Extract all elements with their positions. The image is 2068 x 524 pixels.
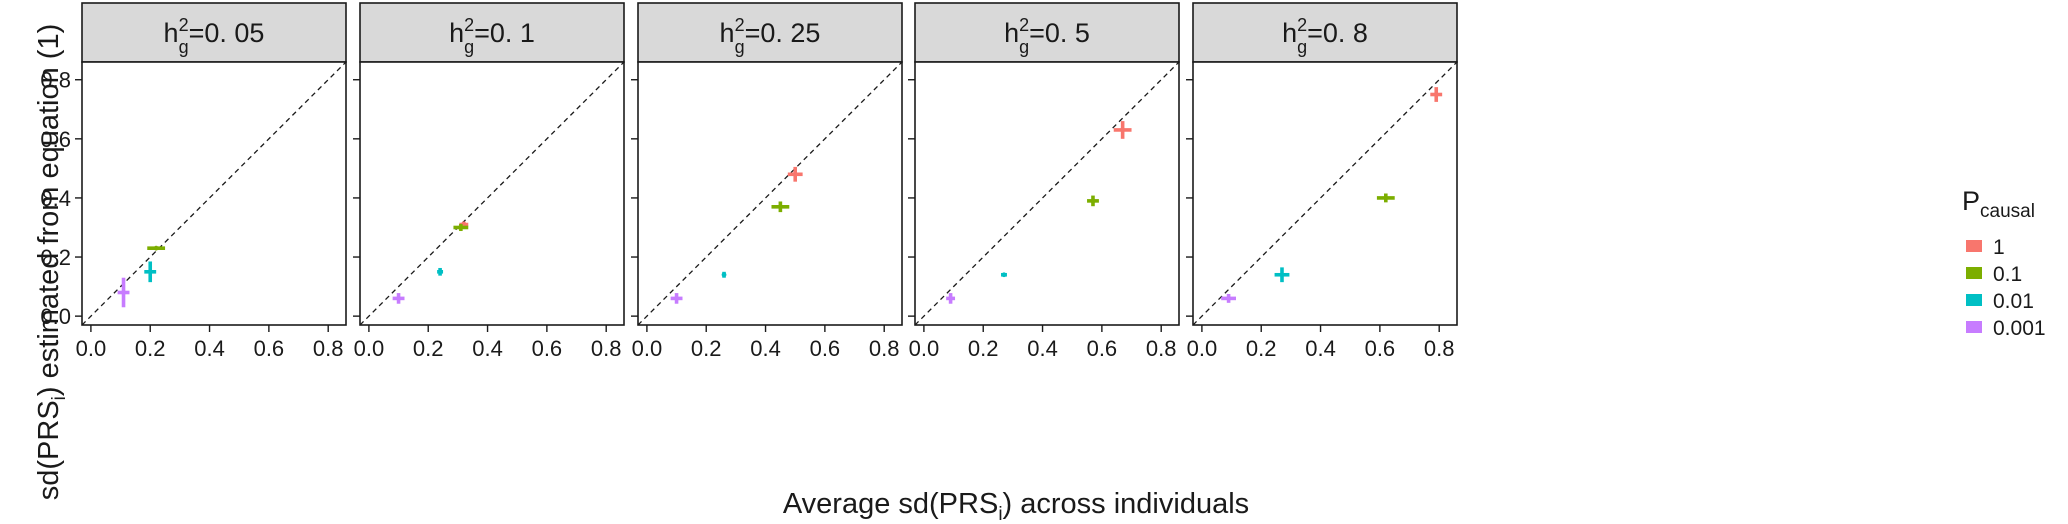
identity-line <box>1193 62 1457 325</box>
data-point <box>946 293 956 304</box>
legend: Pcausal 1 0.1 0.01 0.001 <box>1962 186 2046 340</box>
data-point <box>1274 267 1290 283</box>
data-point <box>670 293 683 304</box>
facet-label: h2 g=0. 1 <box>449 15 535 57</box>
data-point <box>117 277 130 308</box>
legend-title: Pcausal <box>1962 186 2035 222</box>
x-tick-label: 0.8 <box>869 336 900 361</box>
data-point <box>1087 195 1099 207</box>
x-tick-label: 0.6 <box>810 336 841 361</box>
facet-label: h2 g=0. 25 <box>720 15 821 57</box>
facet-panel: h2 g=0. 8 0.0 0.2 0.4 0.6 0.8 <box>1186 2 1458 361</box>
data-point <box>147 245 166 251</box>
x-tick-label: 0.4 <box>1027 336 1058 361</box>
point-marker <box>1001 272 1007 278</box>
point-marker <box>153 245 159 251</box>
data-point <box>1001 272 1007 278</box>
point-marker <box>458 225 464 230</box>
y-tick-label: 0.6 <box>40 127 71 152</box>
facet-panels: h2 g=0. 050.0 0.2 0.4 0.6 0.80.00.20.40.60.8h… <box>40 2 1458 361</box>
point-marker <box>948 296 953 301</box>
point-marker <box>1383 195 1389 201</box>
point-marker <box>792 171 798 177</box>
x-tick-label: 0.2 <box>691 336 722 361</box>
data-point <box>1430 87 1443 102</box>
point-marker <box>1120 127 1126 133</box>
data-point <box>453 223 469 232</box>
legend-swatch <box>1966 267 1982 279</box>
legend-label: 0.1 <box>1993 263 2022 286</box>
legend-swatch <box>1966 294 1982 306</box>
x-tick-label: 0.4 <box>194 336 225 361</box>
facet-panel: h2 g=0. 25 0.0 0.2 0.4 0.6 0.8 <box>631 2 903 361</box>
x-tick-label: 0.2 <box>135 336 166 361</box>
point-marker <box>121 290 126 295</box>
legend-label: 0.01 <box>1993 290 2034 313</box>
point-marker <box>437 269 443 275</box>
point-marker <box>147 269 153 275</box>
x-tick-label: 0.0 <box>909 336 940 361</box>
identity-line <box>638 62 902 325</box>
facet-label: h2 g=0. 8 <box>1282 15 1368 57</box>
x-tick-label: 0.8 <box>1424 336 1455 361</box>
identity-line <box>360 62 624 325</box>
x-axis-title: Average sd(PRSi) across individuals <box>783 488 1249 524</box>
point-marker <box>1226 296 1231 301</box>
data-point <box>437 267 444 276</box>
facet-strip <box>1192 2 1458 63</box>
x-tick-label: 0.0 <box>354 336 385 361</box>
facet-panel: h2 g=0. 1 0.0 0.2 0.4 0.6 0.8 <box>353 2 625 361</box>
x-tick-label: 0.4 <box>750 336 781 361</box>
data-point <box>771 201 790 213</box>
data-point <box>144 261 157 283</box>
point-marker <box>396 296 401 301</box>
data-point <box>1221 293 1237 303</box>
x-tick-label: 0.4 <box>1305 336 1336 361</box>
x-tick-label: 0.0 <box>1187 336 1218 361</box>
legend-swatch <box>1966 240 1982 252</box>
data-point <box>1376 193 1395 203</box>
legend-entries: 1 0.1 0.01 0.001 <box>1966 236 2046 340</box>
facet-panel: h2 g=0. 05 0.0 0.2 0.4 0.6 0.8 0.0 0.2 0.4 0.6 0.8 <box>40 2 347 361</box>
legend-label: 0.001 <box>1993 317 2046 340</box>
point-marker <box>721 272 727 278</box>
facet-label: h2 g=0. 05 <box>164 15 265 57</box>
x-tick-label: 0.0 <box>76 336 107 361</box>
legend-swatch <box>1966 321 1982 333</box>
facet-strip <box>81 2 347 63</box>
x-tick-label: 0.6 <box>1365 336 1396 361</box>
facet-label: h2 g=0. 5 <box>1004 15 1090 57</box>
data-point <box>392 293 405 304</box>
point-marker <box>1090 198 1096 204</box>
x-tick-label: 0.8 <box>591 336 622 361</box>
x-tick-label: 0.8 <box>313 336 344 361</box>
x-tick-label: 0.2 <box>413 336 444 361</box>
facet-panel: h2 g=0. 5 0.0 0.2 0.4 0.6 0.8 <box>908 2 1180 361</box>
x-tick-label: 0.2 <box>1246 336 1277 361</box>
data-point <box>721 271 727 278</box>
x-tick-label: 0.6 <box>532 336 563 361</box>
x-tick-label: 0.2 <box>968 336 999 361</box>
x-tick-label: 0.6 <box>254 336 285 361</box>
y-tick-label: 0.8 <box>40 68 71 93</box>
identity-line <box>82 62 346 325</box>
point-marker <box>1279 272 1285 278</box>
facet-strip <box>359 2 625 63</box>
identity-line <box>915 62 1179 325</box>
y-tick-label: 0.4 <box>40 186 71 211</box>
point-marker <box>1433 92 1439 97</box>
data-point <box>1113 121 1132 139</box>
legend-label: 1 <box>1993 236 2005 259</box>
x-tick-label: 0.6 <box>1087 336 1118 361</box>
x-tick-label: 0.8 <box>1146 336 1177 361</box>
y-tick-label: 0.2 <box>40 245 71 270</box>
data-point <box>787 166 803 182</box>
point-marker <box>674 296 679 301</box>
x-tick-label: 0.4 <box>472 336 503 361</box>
point-marker <box>777 204 783 210</box>
x-tick-label: 0.0 <box>632 336 663 361</box>
y-axis-title: sd(PRSi) estimated from equation (1) <box>33 24 70 500</box>
y-tick-label: 0.0 <box>40 304 71 329</box>
